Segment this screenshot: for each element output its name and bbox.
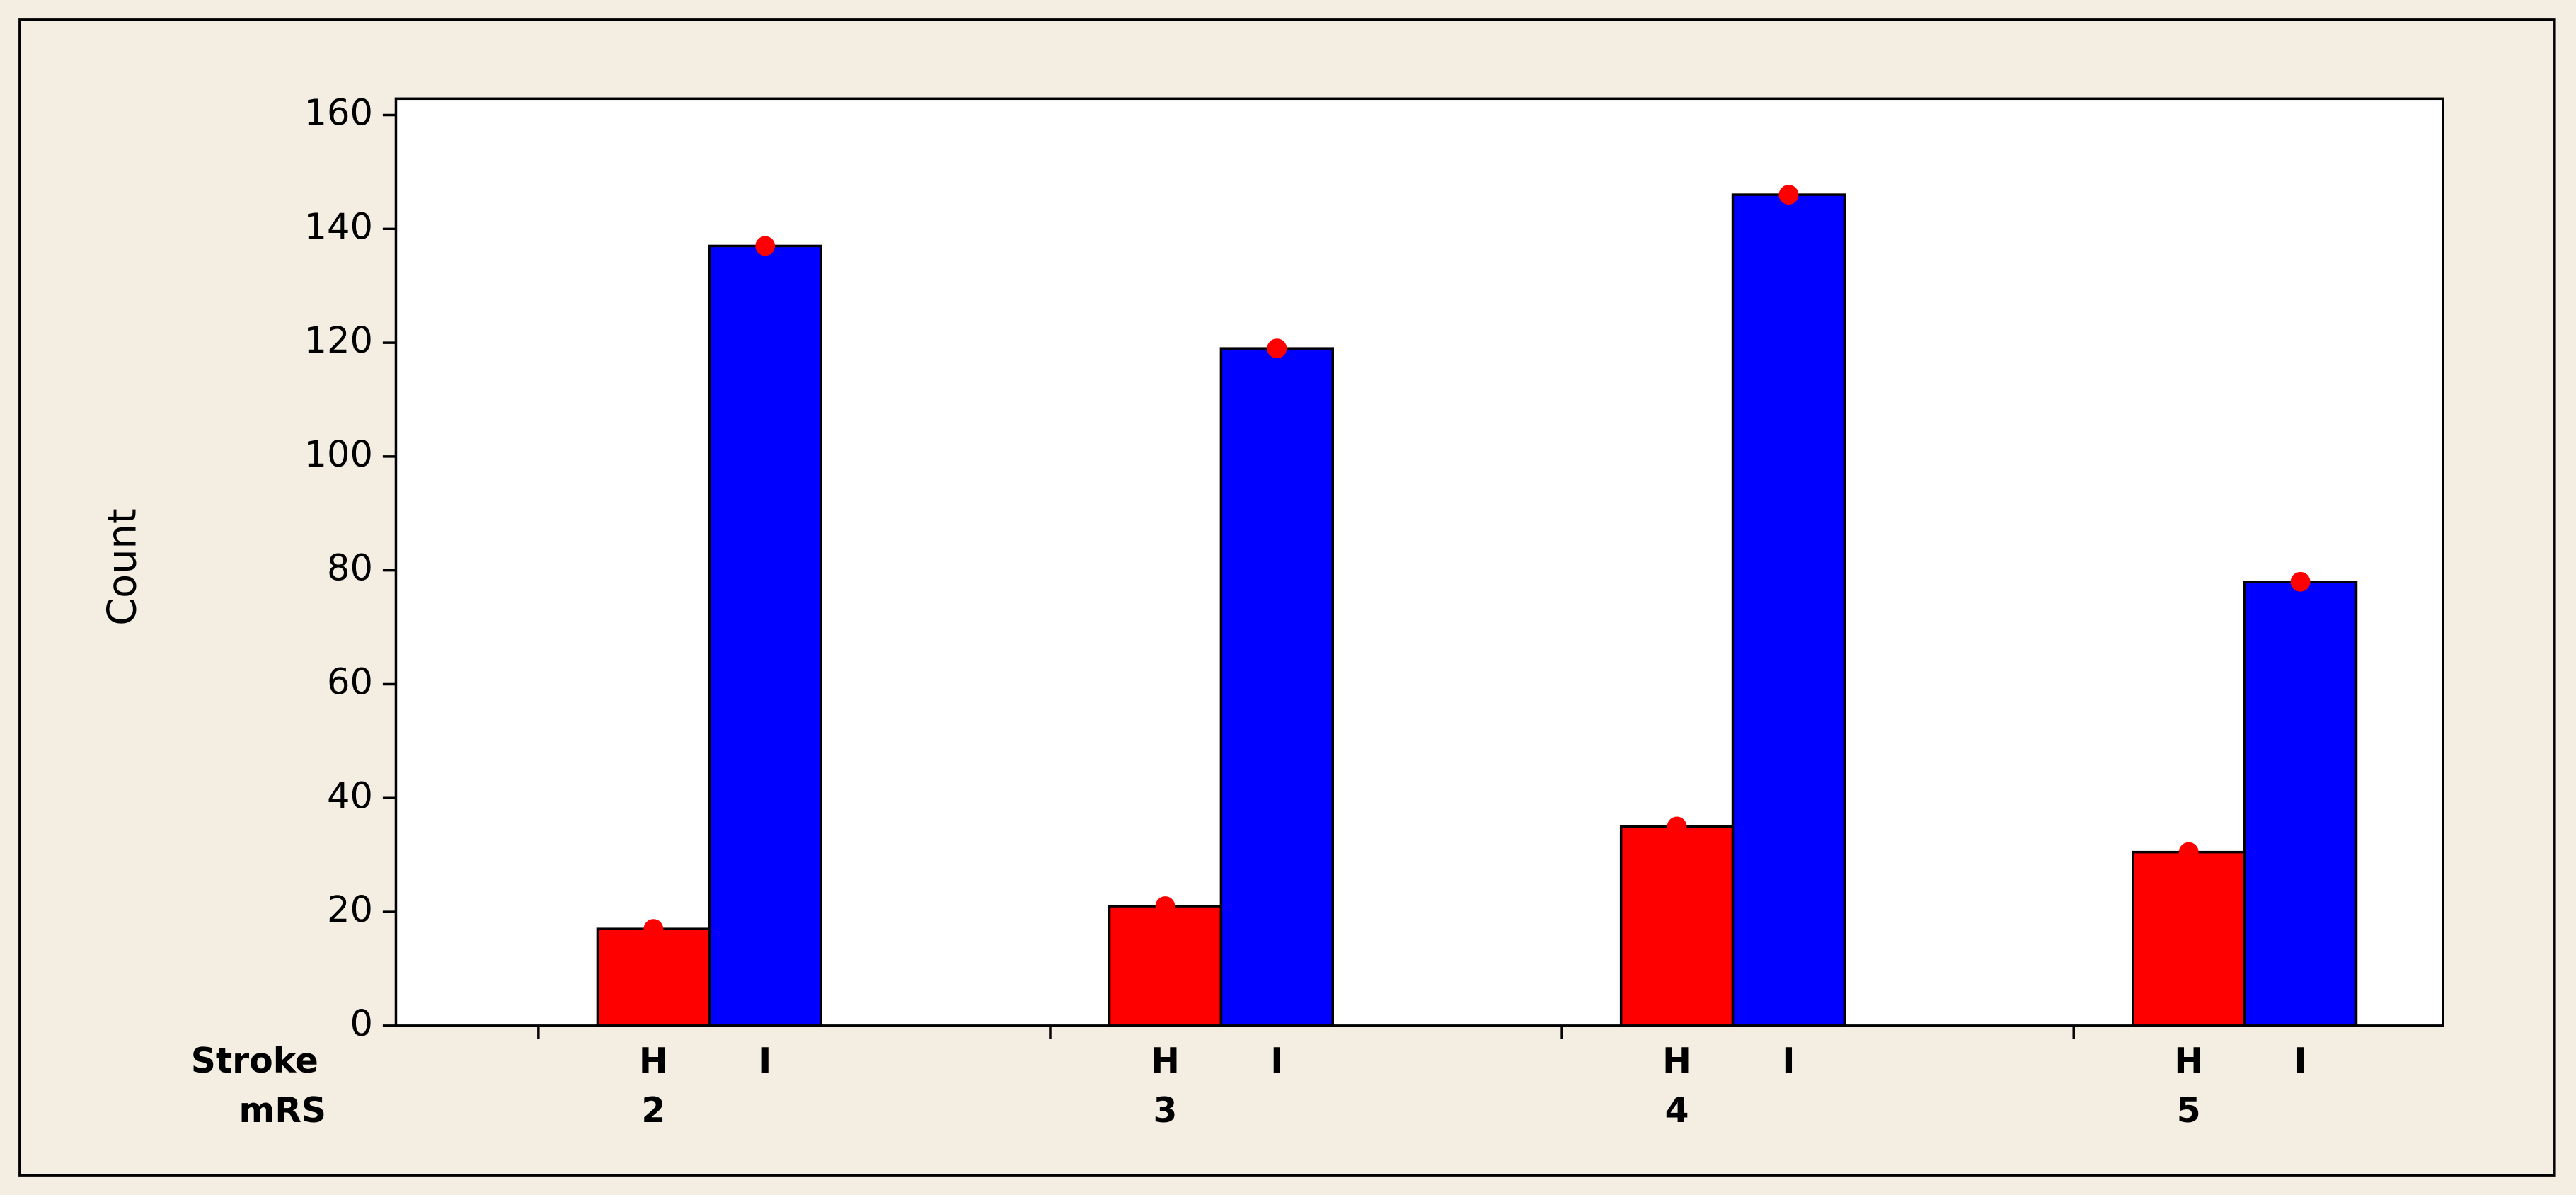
bar <box>1731 193 1846 1027</box>
y-tick-label: 60 <box>327 661 373 703</box>
x-tick-label: H <box>639 1041 668 1081</box>
bar-marker <box>755 236 776 256</box>
x-tick-label: I <box>2294 1041 2307 1081</box>
x-tick-label: H <box>2174 1041 2203 1081</box>
bar-marker <box>1267 338 1287 359</box>
y-tick-label: 120 <box>304 320 373 362</box>
y-axis-label: Count <box>100 508 146 625</box>
y-tick-label: 100 <box>304 434 373 476</box>
bar-marker <box>2178 842 2199 862</box>
y-tick-label: 0 <box>350 1003 372 1045</box>
y-tick-label: 140 <box>304 206 373 248</box>
x-tick-label: I <box>1782 1041 1795 1081</box>
x-tick-label: I <box>1270 1041 1283 1081</box>
bar <box>708 244 822 1027</box>
x-group-label: 2 <box>641 1091 665 1131</box>
x-tick-label: H <box>1662 1041 1691 1081</box>
bar <box>596 927 711 1027</box>
x-row-label: mRS <box>239 1091 326 1131</box>
x-tick-label: I <box>759 1041 771 1081</box>
bar-marker <box>1155 896 1175 916</box>
y-tick-label: 20 <box>327 889 373 931</box>
x-tick-label: H <box>1151 1041 1180 1081</box>
x-row-label: Stroke <box>191 1041 318 1081</box>
bar <box>1219 347 1335 1027</box>
bar <box>2243 581 2358 1027</box>
bar <box>1108 905 1223 1027</box>
y-tick-label: 40 <box>327 775 373 817</box>
bar-marker <box>643 919 664 939</box>
bar <box>2132 850 2246 1027</box>
x-group-label: 3 <box>1154 1091 1178 1131</box>
x-group-label: 4 <box>1665 1091 1689 1131</box>
y-tick-label: 80 <box>327 548 373 590</box>
x-group-label: 5 <box>2177 1091 2201 1131</box>
y-tick-label: 160 <box>304 93 373 135</box>
frame <box>18 18 2556 1177</box>
bar-marker <box>1667 816 1687 837</box>
bar-marker <box>2290 571 2311 592</box>
bar <box>1619 825 1735 1027</box>
bar-marker <box>1778 185 1799 205</box>
